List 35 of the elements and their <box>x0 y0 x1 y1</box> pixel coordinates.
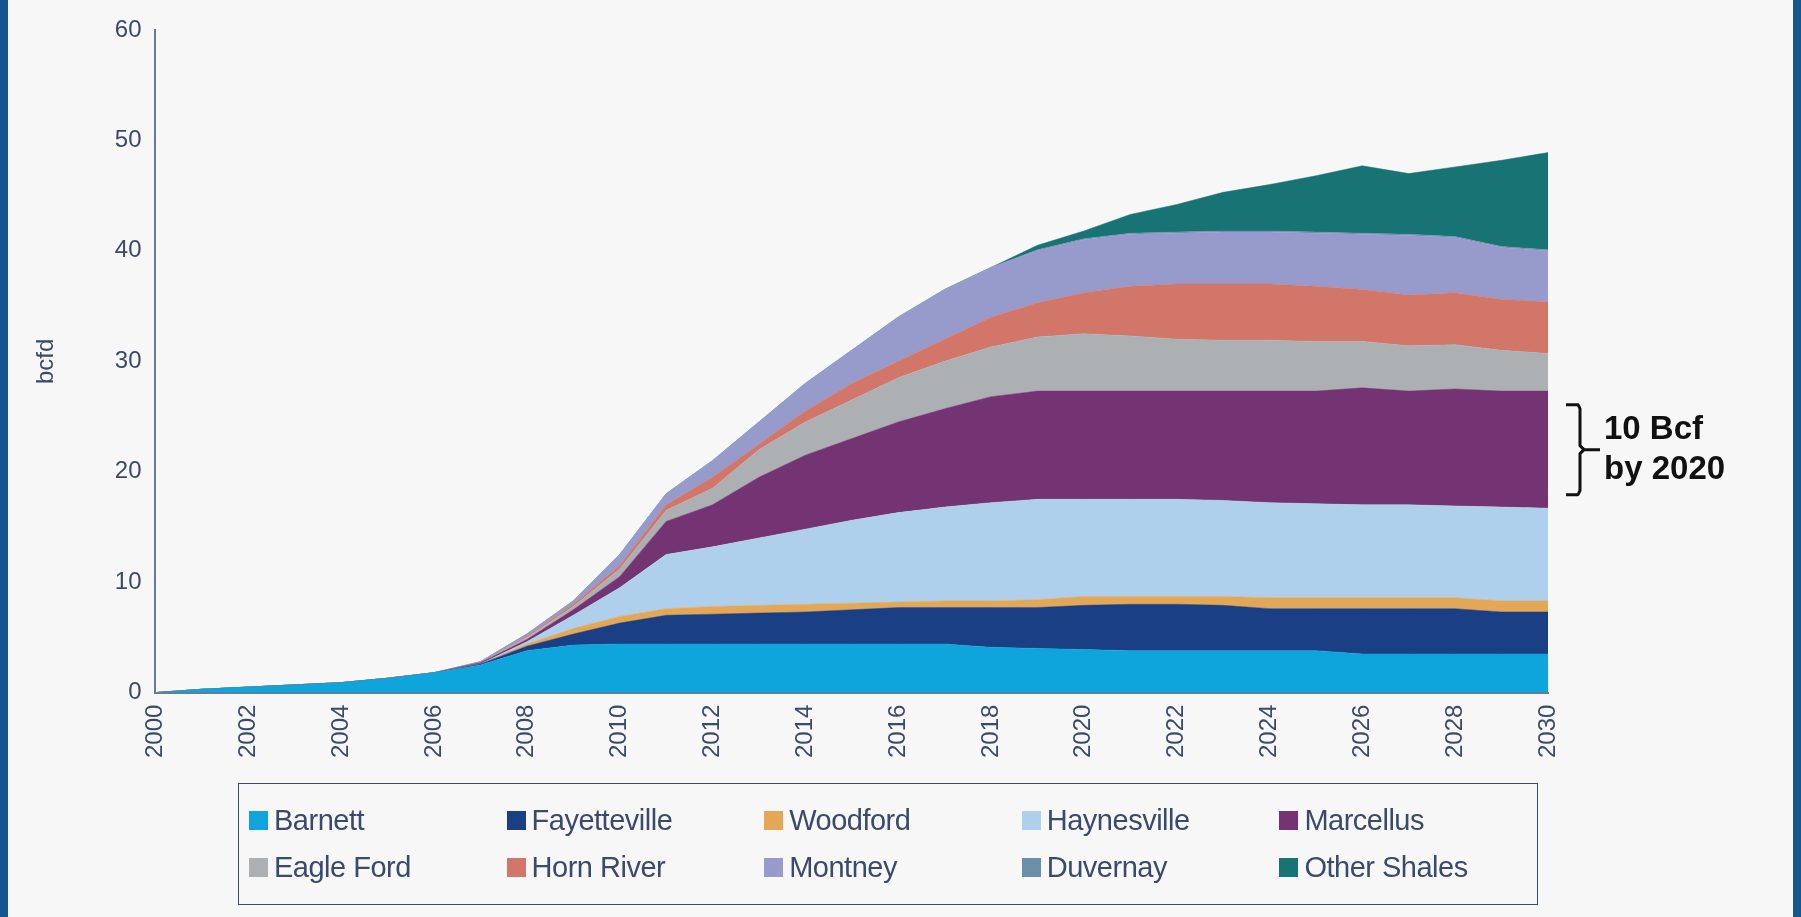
x-tick-label: 2010 <box>604 704 632 758</box>
legend-label: Barnett <box>274 804 364 837</box>
x-tick-label: 2006 <box>418 704 446 758</box>
y-tick-label: 0 <box>128 677 142 705</box>
x-tick-label: 2028 <box>1439 704 1467 758</box>
x-tick-label: 2016 <box>882 704 910 758</box>
y-tick-label: 30 <box>114 345 142 373</box>
x-tick-label: 2014 <box>789 704 817 758</box>
x-tick-label: 2012 <box>697 704 725 758</box>
legend-label: Fayetteville <box>531 804 673 837</box>
y-tick-label: 50 <box>114 125 142 153</box>
legend-label: Marcellus <box>1304 804 1424 837</box>
x-tick-label: 2030 <box>1532 704 1560 758</box>
x-tick-label: 2026 <box>1346 704 1374 758</box>
x-tick-label: 2018 <box>975 704 1003 758</box>
legend-label: Montney <box>789 851 897 884</box>
y-axis-title: bcfd <box>31 338 59 384</box>
x-tick-label: 2002 <box>232 704 260 758</box>
legend-label: Duvernay <box>1046 851 1167 884</box>
legend-label: Other Shales <box>1304 851 1468 884</box>
legend-label: Haynesville <box>1046 804 1190 837</box>
y-tick-label: 40 <box>114 235 142 263</box>
x-tick-label: 2024 <box>1254 704 1282 758</box>
legend-label: Horn River <box>531 851 666 884</box>
x-tick-label: 2008 <box>511 704 539 758</box>
x-tick-label: 2000 <box>140 704 168 758</box>
x-tick-label: 2004 <box>325 704 353 758</box>
annotation: 10 Bcf by 2020 <box>1604 408 1726 486</box>
legend-label: Woodford <box>789 804 911 837</box>
x-tick-label: 2020 <box>1068 704 1096 758</box>
x-tick-label: 2022 <box>1161 704 1189 758</box>
y-tick-label: 60 <box>114 14 142 42</box>
y-tick-label: 20 <box>114 456 142 484</box>
legend-label: Eagle Ford <box>274 851 411 884</box>
y-tick-label: 10 <box>114 566 142 594</box>
